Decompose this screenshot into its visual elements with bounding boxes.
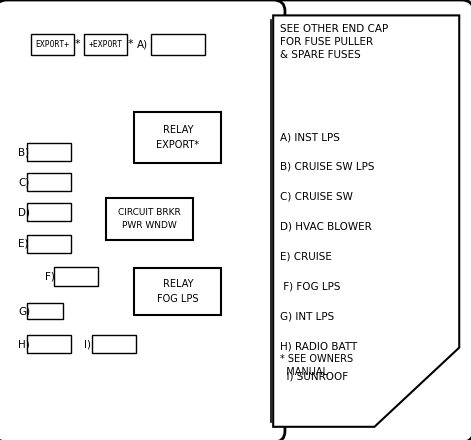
- Text: B): B): [18, 147, 29, 157]
- Text: H): H): [18, 339, 30, 349]
- Bar: [134, 112, 221, 163]
- Text: EXPORT+: EXPORT+: [35, 40, 69, 49]
- Bar: [84, 34, 127, 55]
- Text: F): F): [45, 271, 55, 281]
- Text: +EXPORT: +EXPORT: [89, 40, 122, 49]
- Bar: [27, 203, 71, 221]
- Bar: [27, 235, 71, 253]
- Text: F) FOG LPS: F) FOG LPS: [280, 282, 341, 292]
- Text: RELAY
EXPORT*: RELAY EXPORT*: [156, 125, 199, 150]
- Bar: [31, 34, 74, 55]
- Text: C): C): [18, 177, 29, 187]
- Text: RELAY
FOG LPS: RELAY FOG LPS: [157, 279, 199, 304]
- Text: SEE OTHER END CAP
FOR FUSE PULLER
& SPARE FUSES: SEE OTHER END CAP FOR FUSE PULLER & SPAR…: [280, 24, 389, 60]
- Text: D) HVAC BLOWER: D) HVAC BLOWER: [280, 222, 372, 232]
- Polygon shape: [273, 15, 459, 427]
- Polygon shape: [273, 15, 459, 427]
- Bar: [27, 173, 71, 191]
- Bar: [151, 34, 205, 55]
- Text: B) CRUISE SW LPS: B) CRUISE SW LPS: [280, 162, 375, 172]
- Text: D): D): [18, 207, 30, 217]
- Text: CIRCUIT BRKR
PWR WNDW: CIRCUIT BRKR PWR WNDW: [118, 208, 181, 230]
- Text: A) INST LPS: A) INST LPS: [280, 132, 340, 142]
- Bar: [27, 143, 71, 161]
- Text: *: *: [128, 40, 134, 49]
- Text: E) CRUISE: E) CRUISE: [280, 252, 332, 262]
- Text: *: *: [75, 40, 81, 49]
- Text: C) CRUISE SW: C) CRUISE SW: [280, 192, 353, 202]
- Bar: [92, 335, 136, 353]
- Text: E): E): [18, 239, 28, 249]
- Text: H) RADIO BATT: H) RADIO BATT: [280, 341, 357, 352]
- Text: G): G): [18, 306, 30, 316]
- Text: * SEE OWNERS
  MANUAL: * SEE OWNERS MANUAL: [280, 354, 353, 377]
- Bar: [106, 198, 193, 240]
- Text: I) SUNROOF: I) SUNROOF: [280, 371, 349, 381]
- Bar: [27, 303, 63, 319]
- Text: A): A): [137, 40, 148, 49]
- Text: G) INT LPS: G) INT LPS: [280, 312, 334, 322]
- Text: I): I): [84, 339, 91, 349]
- Bar: [54, 267, 98, 286]
- Bar: [27, 335, 71, 353]
- FancyBboxPatch shape: [0, 0, 285, 440]
- Bar: [134, 268, 221, 315]
